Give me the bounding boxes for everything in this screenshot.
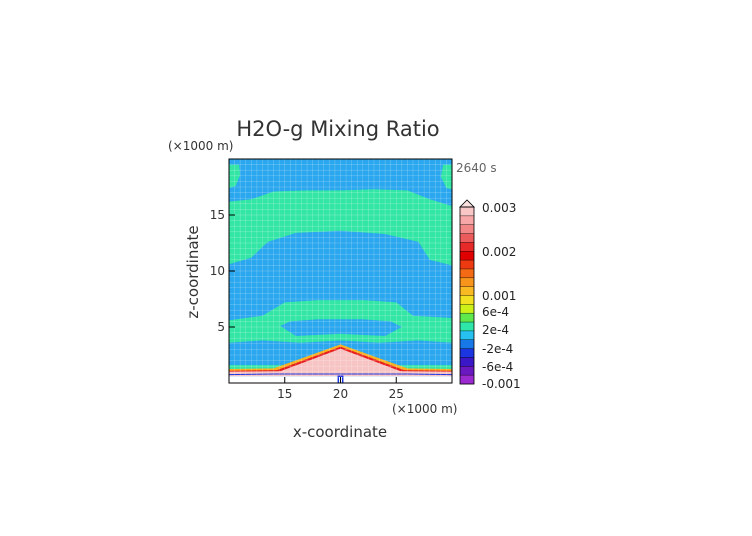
colorbar-swatch (460, 268, 474, 279)
colorbar-swatch (460, 375, 474, 385)
colorbar-label: -6e-4 (482, 360, 513, 374)
colorbar-label: 0.002 (482, 245, 516, 259)
y-tick-label: 15 (210, 208, 225, 222)
contour-strip (280, 319, 402, 336)
x-axis-unit: (×1000 m) (392, 402, 457, 416)
colorbar-swatch (460, 313, 474, 323)
y-axis-unit: (×1000 m) (168, 139, 233, 153)
colorbar-swatch (460, 207, 474, 217)
time-label: 2640 s (456, 161, 497, 175)
colorbar-swatch (460, 233, 474, 243)
colorbar-swatch (460, 242, 474, 252)
contour-corner-left (229, 164, 241, 189)
y-axis-label: z-coordinate (184, 225, 202, 318)
contour-feature-base (337, 375, 344, 383)
y-tick-label: 5 (217, 320, 225, 334)
contour-corner-right (440, 164, 452, 190)
colorbar-label: 0.003 (482, 201, 516, 215)
x-tick-label: 20 (333, 387, 348, 401)
colorbar-swatch (460, 251, 474, 261)
colorbar-swatch (460, 366, 474, 376)
colorbar: 0.003 0.002 0.001 6e-4 2e-4 -2e-4 -6e-4 -0.001 (459, 199, 521, 391)
colorbar-swatch (460, 286, 474, 296)
contour-band-upper (229, 189, 452, 266)
colorbar-swatch (460, 348, 474, 358)
x-tick-label: 15 (277, 387, 292, 401)
colorbar-swatch (460, 330, 474, 341)
contour-line-lower (229, 373, 452, 376)
colorbar-label: -2e-4 (482, 342, 513, 356)
colorbar-swatch (460, 277, 474, 287)
grid-lines (229, 159, 452, 383)
chart-title: H2O-g Mixing Ratio (236, 117, 439, 141)
colorbar-label: 0.001 (482, 289, 516, 303)
colorbar-swatch (460, 224, 474, 234)
contour-core-pink (229, 348, 452, 377)
y-tick-label: 10 (210, 264, 225, 278)
colorbar-swatch (460, 339, 474, 349)
colorbar-swatch (460, 357, 474, 367)
colorbar-swatch (460, 295, 474, 305)
colorbar-swatch (460, 322, 474, 332)
colorbar-label: 2e-4 (482, 323, 509, 337)
x-tick-label: 25 (389, 387, 404, 401)
x-axis-label: x-coordinate (293, 423, 387, 441)
colorbar-swatch (460, 304, 474, 314)
axis-ticks: 15 20 25 5 10 15 (210, 208, 404, 401)
colorbar-swatch (460, 215, 474, 225)
colorbar-swatch (460, 260, 474, 270)
colorbar-label: -0.001 (482, 377, 521, 391)
colorbar-extend-arrow (459, 199, 475, 208)
colorbar-label: 6e-4 (482, 305, 509, 319)
